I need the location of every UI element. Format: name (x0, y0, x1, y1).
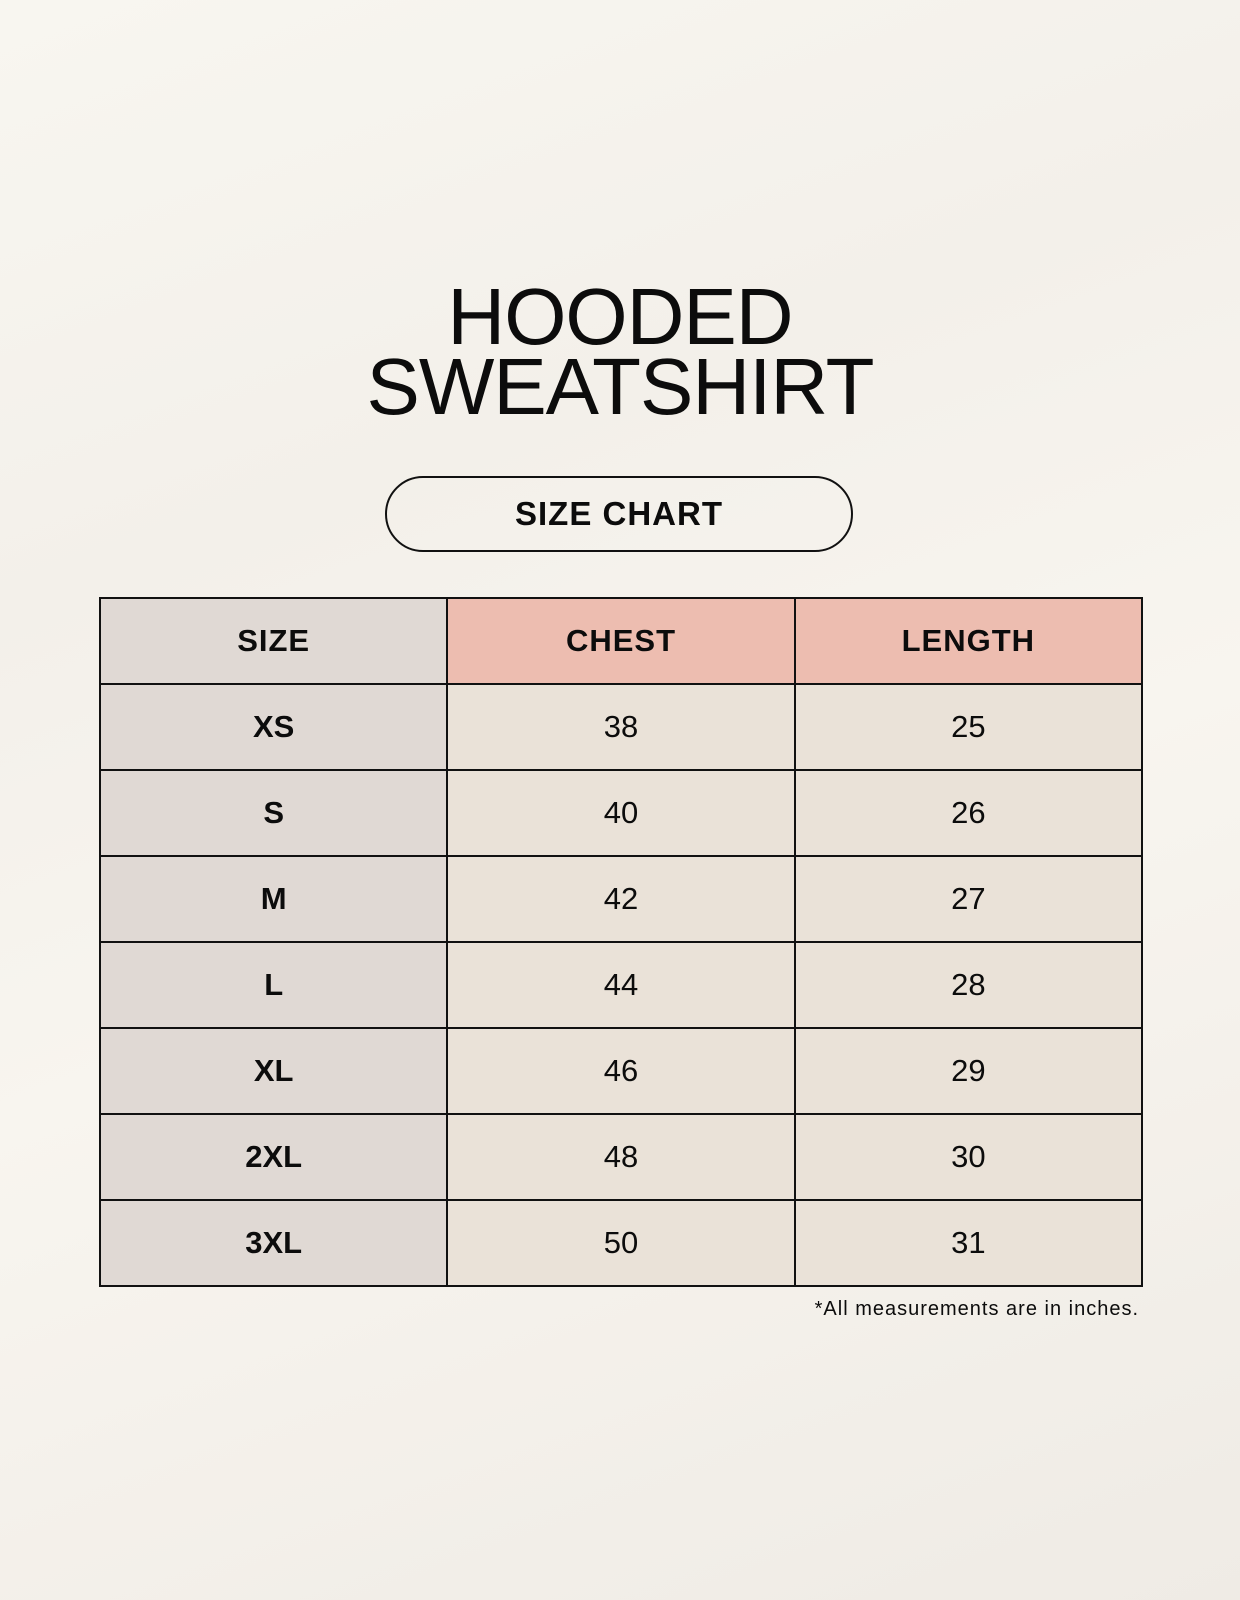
size-chart-badge: SIZE CHART (385, 476, 853, 552)
table-row: L 44 28 (98, 941, 1144, 1029)
cell-size: L (98, 941, 449, 1029)
cell-chest: 38 (446, 683, 796, 771)
footnote: *All measurements are in inches. (814, 1298, 1139, 1320)
table-row: 2XL 48 30 (98, 1113, 1144, 1201)
header-size: SIZE (98, 597, 449, 685)
table-header-row: SIZE CHEST LENGTH (98, 597, 1144, 685)
cell-chest: 50 (446, 1199, 796, 1287)
cell-chest: 40 (446, 769, 796, 857)
cell-length: 30 (793, 1113, 1144, 1201)
table-row: S 40 26 (98, 769, 1144, 857)
header-length: LENGTH (793, 597, 1144, 685)
cell-size: XS (98, 683, 449, 771)
cell-length: 28 (793, 941, 1144, 1029)
cell-length: 25 (793, 683, 1144, 771)
cell-chest: 48 (446, 1113, 796, 1201)
cell-length: 29 (793, 1027, 1144, 1115)
cell-chest: 42 (446, 855, 796, 943)
cell-chest: 46 (446, 1027, 796, 1115)
size-table: SIZE CHEST LENGTH XS 38 25 S 40 26 M 42 27 L 44 28 X… (98, 597, 1144, 1287)
table-row: M 42 27 (98, 855, 1144, 943)
cell-size: 2XL (98, 1113, 449, 1201)
header-chest: CHEST (446, 597, 796, 685)
title-line-2: SWEATSHIRT (366, 342, 874, 431)
table-row: XS 38 25 (98, 683, 1144, 771)
title-line-1: HOODED (447, 272, 793, 361)
cell-size: XL (98, 1027, 449, 1115)
cell-size: M (98, 855, 449, 943)
cell-length: 26 (793, 769, 1144, 857)
table-row: XL 46 29 (98, 1027, 1144, 1115)
page-title: HOODED SWEATSHIRT (0, 272, 1240, 431)
cell-size: 3XL (98, 1199, 449, 1287)
cell-length: 27 (793, 855, 1144, 943)
cell-size: S (98, 769, 449, 857)
cell-length: 31 (793, 1199, 1144, 1287)
cell-chest: 44 (446, 941, 796, 1029)
table-row: 3XL 50 31 (98, 1199, 1144, 1287)
